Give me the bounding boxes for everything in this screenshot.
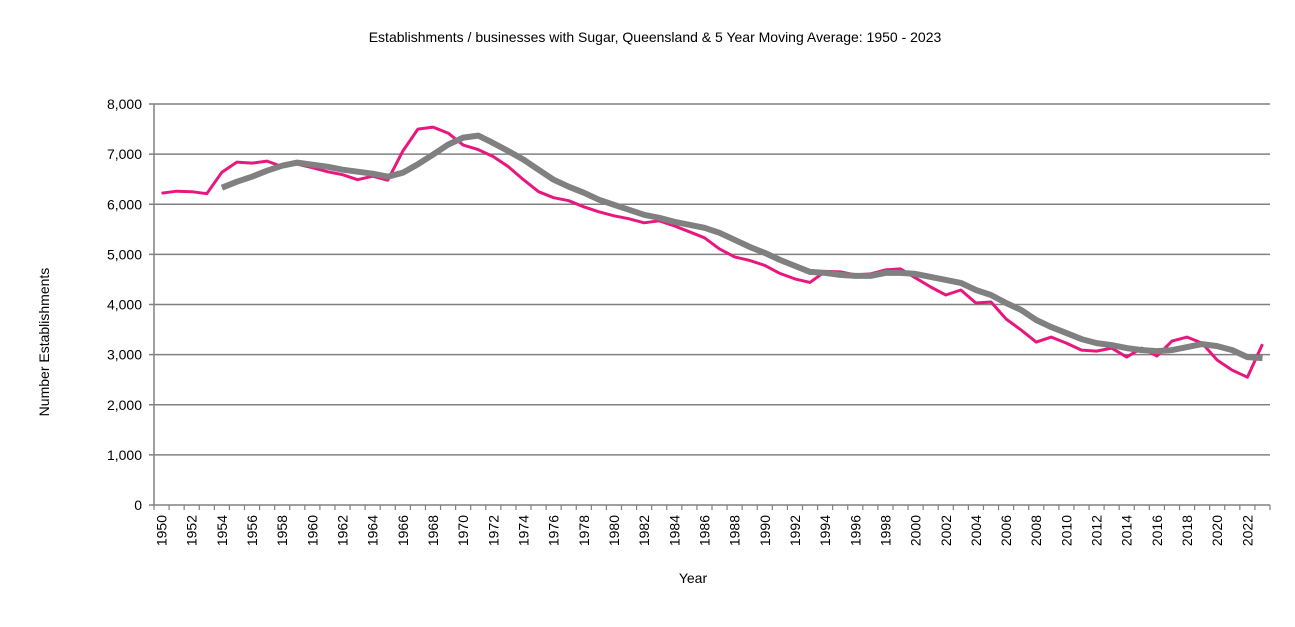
x-tick-label: 1964	[365, 515, 381, 546]
x-tick-label: 2010	[1058, 515, 1074, 546]
x-tick-label: 2022	[1239, 515, 1255, 546]
x-tick-label: 2002	[938, 515, 954, 546]
y-tick-label: 7,000	[107, 146, 142, 162]
y-tick-label: 2,000	[107, 397, 142, 413]
x-tick-label: 2006	[998, 515, 1014, 546]
x-tick-label: 1972	[485, 515, 501, 546]
y-axis: 0 1,000 2,000 3,000 4,000 5,000 6,000 7,000 8,00…	[107, 96, 155, 513]
y-tick-label: 1,000	[107, 447, 142, 463]
moving-average-line	[220, 132, 1263, 362]
x-tick-label: 1990	[757, 515, 773, 546]
x-tick-label: 2012	[1089, 515, 1105, 546]
x-tick-label: 1960	[304, 515, 320, 546]
chart-title: Establishments / businesses with Sugar, …	[369, 29, 942, 45]
y-tick-label: 4,000	[107, 297, 142, 313]
x-tick-label: 1952	[184, 515, 200, 546]
x-tick-label: 1968	[425, 515, 441, 546]
x-axis: 1950 1952 1954 1956 1958 1960 1962 1964 1966 1968…	[153, 504, 1271, 546]
x-tick-label: 2014	[1119, 515, 1135, 546]
x-tick-label: 2000	[908, 515, 924, 546]
x-tick-label: 1974	[515, 515, 531, 546]
x-tick-label: 2016	[1149, 515, 1165, 546]
x-tick-label: 1984	[666, 515, 682, 546]
x-tick-label: 1962	[335, 515, 351, 546]
x-tick-label: 2008	[1028, 515, 1044, 546]
y-tick-label: 0	[134, 497, 142, 513]
y-tick-label: 3,000	[107, 347, 142, 363]
y-tick-label: 5,000	[107, 246, 142, 262]
x-tick-label: 1950	[154, 515, 170, 546]
establishments-line	[161, 125, 1264, 379]
y-axis-title: Number Establishments	[36, 268, 52, 417]
gridlines	[154, 103, 1270, 456]
x-tick-label: 1998	[877, 515, 893, 546]
x-tick-label: 2020	[1209, 515, 1225, 546]
x-tick-label: 1954	[214, 515, 230, 546]
x-tick-label: 1958	[274, 515, 290, 546]
x-tick-label: 1982	[636, 515, 652, 546]
x-tick-label: 1986	[696, 515, 712, 546]
x-tick-label: 1976	[546, 515, 562, 546]
x-tick-label: 1980	[606, 515, 622, 546]
y-tick-label: 8,000	[107, 96, 142, 112]
series-group	[161, 125, 1264, 379]
x-tick-label: 1994	[817, 515, 833, 546]
x-tick-label: 1978	[576, 515, 592, 546]
x-tick-label: 1992	[787, 515, 803, 546]
x-tick-label: 2004	[968, 515, 984, 546]
x-tick-label: 1966	[395, 515, 411, 546]
x-axis-title: Year	[679, 570, 708, 586]
x-tick-label: 1996	[847, 515, 863, 546]
x-tick-label: 1970	[455, 515, 471, 546]
x-tick-label: 2018	[1179, 515, 1195, 546]
x-tick-label: 1956	[244, 515, 260, 546]
x-tick-label: 1988	[727, 515, 743, 546]
y-tick-label: 6,000	[107, 196, 142, 212]
